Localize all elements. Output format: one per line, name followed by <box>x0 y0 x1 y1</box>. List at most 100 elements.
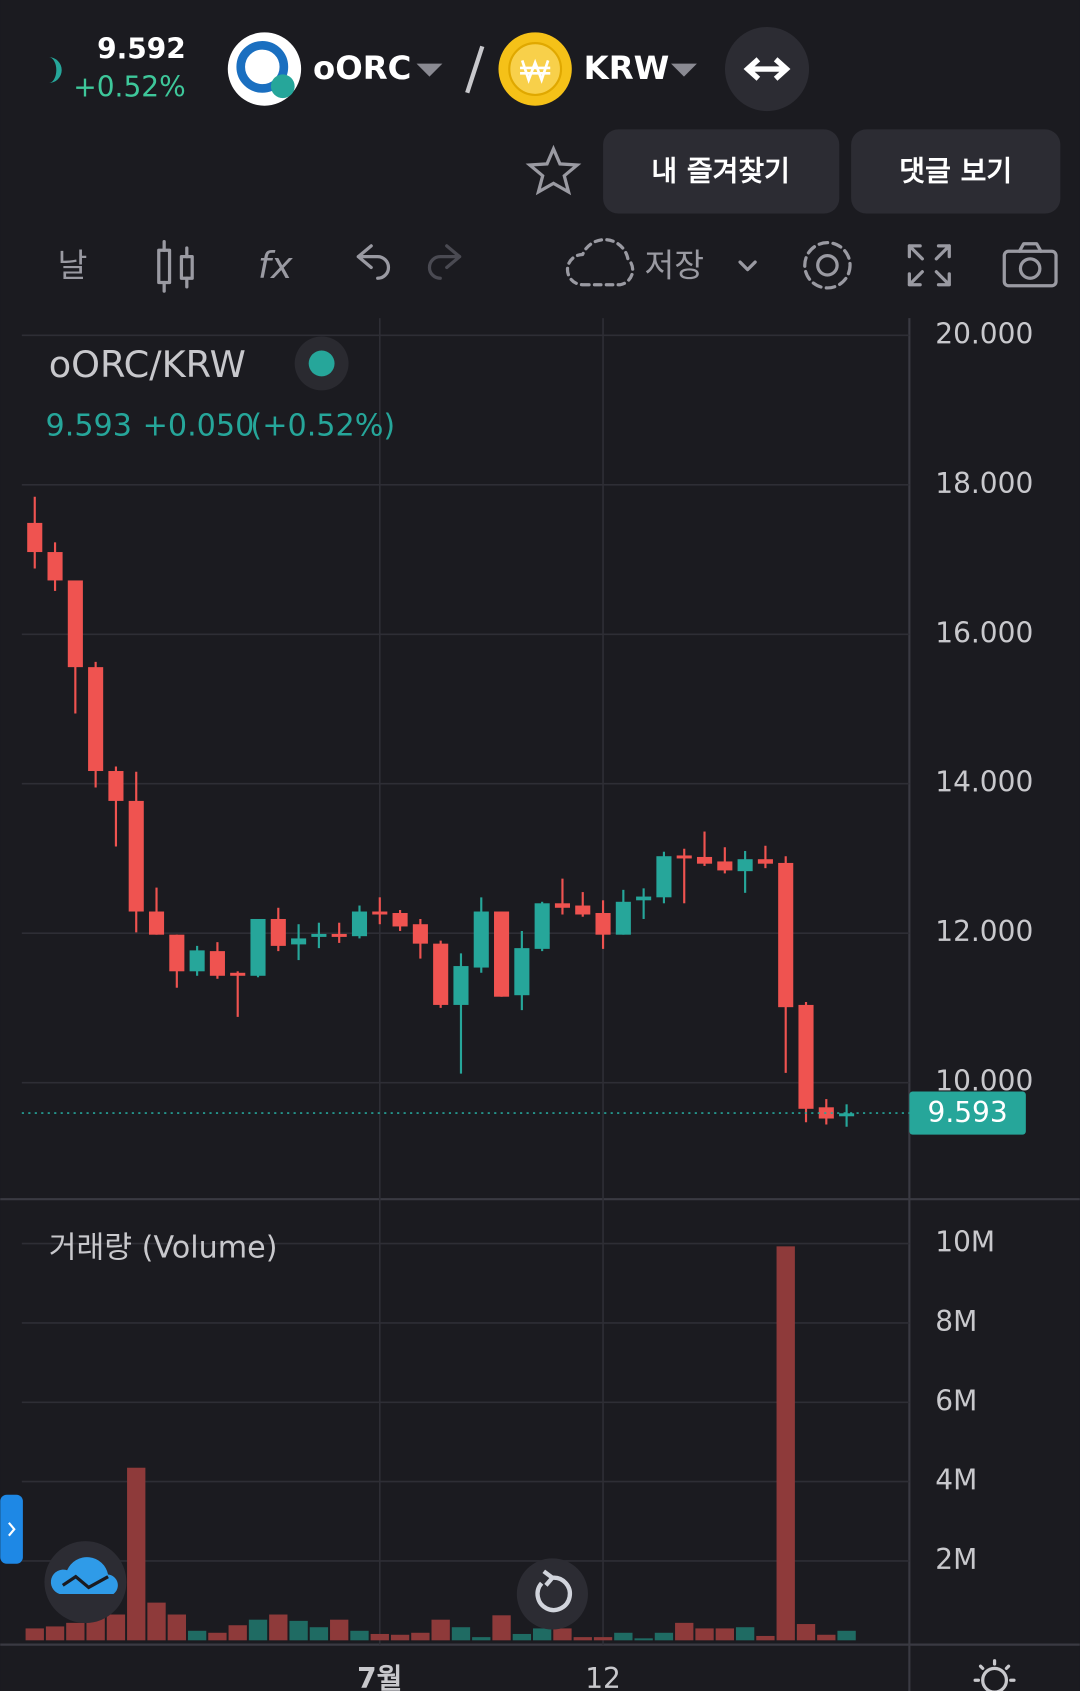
comments-button[interactable]: 댓글 보기 <box>851 129 1061 214</box>
candle-body <box>108 771 124 801</box>
volume-bar <box>228 1625 247 1641</box>
plot <box>21 496 910 1641</box>
legend-last: 9.593 <box>46 409 132 444</box>
candle-body <box>372 911 388 915</box>
candle-body <box>473 911 489 968</box>
volume-bar <box>309 1627 329 1641</box>
redo-button[interactable] <box>427 244 462 280</box>
header-change: +0.52% <box>73 70 185 103</box>
settings-button[interactable] <box>803 241 852 290</box>
y-tick-label: 14.000 <box>935 766 1033 799</box>
volume-bar <box>532 1628 552 1641</box>
volume-bar <box>776 1246 795 1641</box>
candle-body <box>412 924 428 944</box>
candle-body <box>696 856 713 864</box>
y-tick-label: 18.000 <box>935 467 1033 500</box>
volume-bar <box>492 1615 511 1641</box>
volume-bar <box>431 1619 450 1641</box>
reset-button[interactable] <box>516 1558 588 1630</box>
save-button[interactable]: 저장 <box>645 246 705 284</box>
quote-symbol: KRW <box>584 49 670 87</box>
volume-bar <box>837 1630 856 1641</box>
base-selector[interactable]: oORC <box>227 32 443 106</box>
volume-bar <box>695 1628 714 1641</box>
volume-bar <box>86 1617 105 1641</box>
volume-bar <box>390 1634 410 1641</box>
volume-bar <box>654 1632 674 1641</box>
candle-body <box>67 580 83 668</box>
candle-body <box>615 901 631 935</box>
candle-body <box>230 972 246 976</box>
candle-body <box>209 951 225 976</box>
volume-bar <box>512 1633 532 1641</box>
candle-body <box>514 948 530 996</box>
candle-body <box>575 905 591 915</box>
cloud-button[interactable] <box>44 1541 127 1624</box>
legend-change: +0.050 <box>143 409 255 444</box>
volume-bar <box>472 1637 491 1641</box>
last-price-label: 9.593 <box>928 1096 1008 1129</box>
volume-bar <box>269 1614 288 1641</box>
volume-bar <box>127 1467 146 1641</box>
candle-body <box>47 552 63 581</box>
candle-body <box>534 903 550 949</box>
legend-change-pct: (+0.52%) <box>250 409 395 444</box>
star-button[interactable] <box>525 144 582 196</box>
volume-bar <box>248 1619 268 1641</box>
indicators-button[interactable]: fx <box>258 244 293 287</box>
cloud-icon <box>565 238 635 287</box>
legend: oORC/KRW 9.593 +0.050 (+0.52%) 거래량 (Volu… <box>46 336 395 1265</box>
volume-bar <box>451 1627 471 1641</box>
volume-bar <box>147 1602 166 1641</box>
fullscreen-button[interactable] <box>907 244 951 287</box>
volume-bar <box>106 1614 126 1641</box>
candle-body <box>757 859 773 864</box>
volume-bar <box>25 1628 44 1641</box>
save-menu[interactable] <box>738 260 757 272</box>
favorites-button[interactable]: 내 즐겨찾기 <box>603 129 840 214</box>
volume-bar <box>411 1632 430 1641</box>
volume-bar <box>593 1637 613 1641</box>
volume-bar <box>370 1633 389 1641</box>
reset-bg <box>516 1558 588 1630</box>
cloud-icon <box>50 1557 118 1594</box>
quote-selector[interactable]: KRW <box>498 32 697 106</box>
candle-body <box>88 667 104 772</box>
volume-bar <box>350 1630 369 1641</box>
x-tick-label: 7월 <box>357 1662 402 1691</box>
volume-bar <box>66 1622 85 1641</box>
caret <box>671 63 697 77</box>
candle-body <box>189 950 205 972</box>
candle-body <box>453 966 469 1005</box>
candle-body <box>351 911 368 937</box>
candle-body <box>311 933 327 937</box>
volume-bar <box>735 1627 755 1641</box>
side-tab-arrow <box>8 1522 16 1537</box>
volume-tick-label: 8M <box>935 1305 977 1338</box>
interval-button[interactable]: 날 <box>58 246 88 284</box>
button-label: 내 즐겨찾기 <box>651 155 790 188</box>
volume-tick-label: 10M <box>935 1226 995 1259</box>
last-price-box <box>909 1091 1026 1135</box>
candle-body <box>656 856 672 898</box>
swap-arrow <box>743 57 791 81</box>
volume-bar <box>796 1624 816 1641</box>
undo-button[interactable] <box>356 244 391 280</box>
screenshot-button[interactable] <box>1002 242 1058 288</box>
candle-body <box>636 896 652 901</box>
volume-bar <box>553 1628 572 1641</box>
side-tab[interactable] <box>0 1494 23 1564</box>
candle-body <box>839 1113 855 1117</box>
candle-body <box>250 918 266 976</box>
button-bg <box>851 129 1061 214</box>
base-logo-ring <box>236 40 289 93</box>
y-tick-label: 12.000 <box>935 915 1033 948</box>
theme-button[interactable] <box>973 1659 1016 1691</box>
candle-body <box>128 800 144 912</box>
chart-type-button[interactable] <box>157 239 194 293</box>
volume-tick-label: 6M <box>935 1384 977 1417</box>
swap-button[interactable] <box>724 26 810 112</box>
candle-body <box>717 861 733 871</box>
